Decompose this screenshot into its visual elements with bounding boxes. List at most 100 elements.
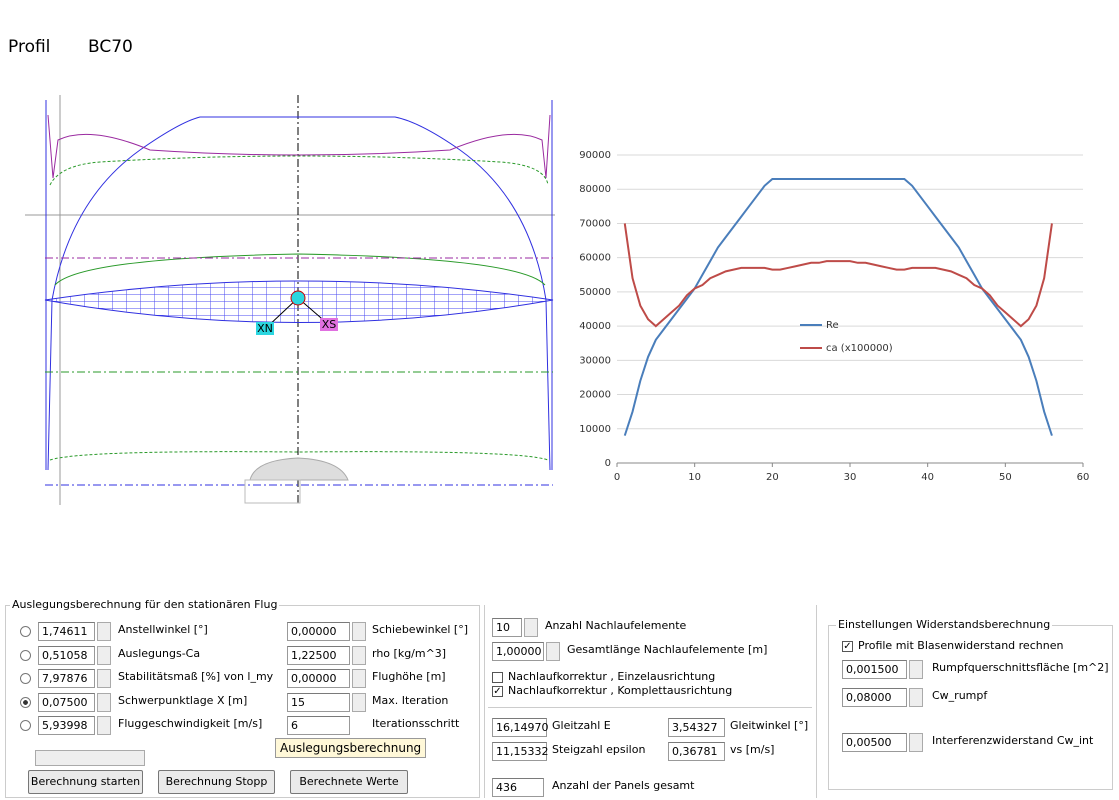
input[interactable]: 0,08000 bbox=[842, 688, 907, 707]
spinner[interactable] bbox=[909, 660, 923, 679]
field-label: Max. Iteration bbox=[372, 693, 449, 707]
input[interactable]: 15 bbox=[287, 692, 350, 712]
y-tick-label: 70000 bbox=[579, 218, 611, 229]
spinner[interactable] bbox=[97, 622, 111, 641]
x-tick-label: 0 bbox=[614, 472, 620, 483]
group-title: Auslegungsberechnung für den stationären… bbox=[10, 598, 280, 612]
spinner[interactable] bbox=[546, 642, 560, 661]
radio[interactable] bbox=[20, 649, 31, 661]
button[interactable]: Berechnete Werte bbox=[290, 770, 408, 794]
y-tick-label: 40000 bbox=[579, 321, 611, 332]
cg-point bbox=[290, 290, 306, 306]
field-label: Anzahl der Panels gesamt bbox=[552, 779, 695, 792]
y-tick-label: 20000 bbox=[579, 390, 611, 401]
status-box bbox=[35, 750, 145, 766]
field-label: Stabilitätsmaß [%] von l_my bbox=[118, 670, 274, 683]
input[interactable]: 0,51058 bbox=[38, 645, 95, 665]
x-tick-label: 40 bbox=[921, 472, 934, 483]
checkbox[interactable] bbox=[492, 672, 503, 683]
spinner[interactable] bbox=[352, 645, 366, 665]
input[interactable]: 3,54327 bbox=[668, 718, 725, 737]
purple-curve bbox=[47, 114, 551, 179]
input[interactable]: 11,15332 bbox=[492, 742, 549, 761]
radio[interactable] bbox=[20, 696, 31, 708]
spinner[interactable] bbox=[97, 692, 111, 712]
spinner[interactable] bbox=[352, 669, 366, 688]
profile-label: Profil bbox=[8, 37, 50, 57]
xs-box bbox=[320, 318, 338, 331]
radio[interactable] bbox=[20, 673, 31, 684]
group-title: Einstellungen Widerstandsberechnung bbox=[836, 618, 1053, 632]
spinner[interactable] bbox=[97, 716, 111, 735]
checkbox-label: Nachlaufkorrektur , Einzelausrichtung bbox=[508, 670, 716, 683]
field-label: Interferenzwiderstand Cw_int bbox=[932, 734, 1094, 747]
field-label: Cw_rumpf bbox=[932, 689, 988, 702]
field-label: Schiebewinkel [°] bbox=[372, 623, 468, 636]
field-label: Schwerpunktlage X [m] bbox=[118, 693, 248, 707]
field-label: Rumpfquerschnittsfläche [m^2] bbox=[932, 661, 1109, 674]
radio[interactable] bbox=[20, 720, 31, 731]
input[interactable]: 0,00000 bbox=[287, 669, 350, 688]
input[interactable]: 436 bbox=[492, 778, 544, 797]
mesh-outline bbox=[44, 280, 554, 323]
spinner[interactable] bbox=[97, 645, 111, 665]
checkbox-label: Nachlaufkorrektur , Komplettausrichtung bbox=[508, 684, 733, 697]
field-label: vs [m/s] bbox=[730, 743, 775, 756]
x-tick-label: 30 bbox=[844, 472, 857, 483]
series-line bbox=[623, 223, 1053, 328]
x-tick-label: 50 bbox=[999, 472, 1012, 483]
x-tick-label: 10 bbox=[688, 472, 701, 483]
spinner[interactable] bbox=[352, 622, 366, 641]
graphics: Profil BC70 XN XS 0 10000 20000 30000 40000 5… bbox=[8, 37, 1089, 505]
y-tick-label: 80000 bbox=[579, 184, 611, 195]
spinner[interactable] bbox=[524, 618, 538, 637]
button[interactable]: Berechnung starten bbox=[28, 770, 143, 794]
button[interactable]: Berechnung Stopp bbox=[158, 770, 275, 794]
input[interactable]: 10 bbox=[492, 618, 522, 637]
field-label: Iterationsschritt bbox=[372, 717, 460, 730]
x-tick-label: 20 bbox=[766, 472, 779, 483]
field-label: Steigzahl epsilon bbox=[552, 743, 646, 756]
input[interactable]: 0,00000 bbox=[287, 622, 350, 641]
input[interactable]: 0,001500 bbox=[842, 660, 907, 679]
green-dotted-bottom bbox=[49, 451, 549, 461]
input[interactable]: 5,93998 bbox=[38, 716, 95, 735]
checkbox-label: Profile mit Blasenwiderstand rechnen bbox=[858, 639, 1064, 652]
spinner[interactable] bbox=[909, 733, 923, 752]
spinner[interactable] bbox=[909, 688, 923, 707]
field-label: Anzahl Nachlaufelemente bbox=[545, 619, 687, 632]
input[interactable]: 0,00500 bbox=[842, 733, 907, 752]
input[interactable]: 6 bbox=[287, 716, 350, 735]
spinner[interactable] bbox=[352, 692, 366, 712]
fin bbox=[244, 479, 301, 504]
tooltip: Auslegungsberechnung bbox=[275, 738, 427, 758]
legend-label: ca (x100000) bbox=[826, 343, 893, 354]
xn-box bbox=[256, 322, 274, 335]
separator bbox=[488, 707, 812, 708]
input[interactable]: 0,36781 bbox=[668, 742, 725, 761]
radio[interactable] bbox=[20, 626, 31, 637]
field-label: Gleitzahl E bbox=[552, 719, 611, 732]
input[interactable]: 7,97876 bbox=[38, 669, 95, 688]
spinner[interactable] bbox=[97, 669, 111, 688]
input[interactable]: 1,00000 bbox=[492, 642, 544, 661]
checkbox[interactable]: ✓ bbox=[842, 641, 853, 652]
green-dotted-top bbox=[49, 155, 549, 186]
y-tick-label: 0 bbox=[605, 458, 611, 469]
y-tick-label: 30000 bbox=[579, 355, 611, 366]
xs-label: XS bbox=[322, 318, 337, 331]
separator bbox=[816, 605, 817, 798]
input[interactable]: 16,14970 bbox=[492, 718, 549, 737]
input[interactable]: 1,74611 bbox=[38, 622, 95, 641]
input[interactable]: 1,22500 bbox=[287, 645, 350, 665]
y-tick-label: 90000 bbox=[579, 150, 611, 161]
checkbox[interactable]: ✓ bbox=[492, 686, 503, 697]
series-line bbox=[623, 177, 1053, 436]
field-label: rho [kg/m^3] bbox=[372, 646, 447, 660]
y-tick-label: 60000 bbox=[579, 253, 611, 264]
tail bbox=[249, 457, 349, 481]
planform: XN XS bbox=[25, 95, 555, 505]
field-label: Anstellwinkel [°] bbox=[118, 623, 208, 636]
input[interactable]: 0,07500 bbox=[38, 692, 95, 712]
